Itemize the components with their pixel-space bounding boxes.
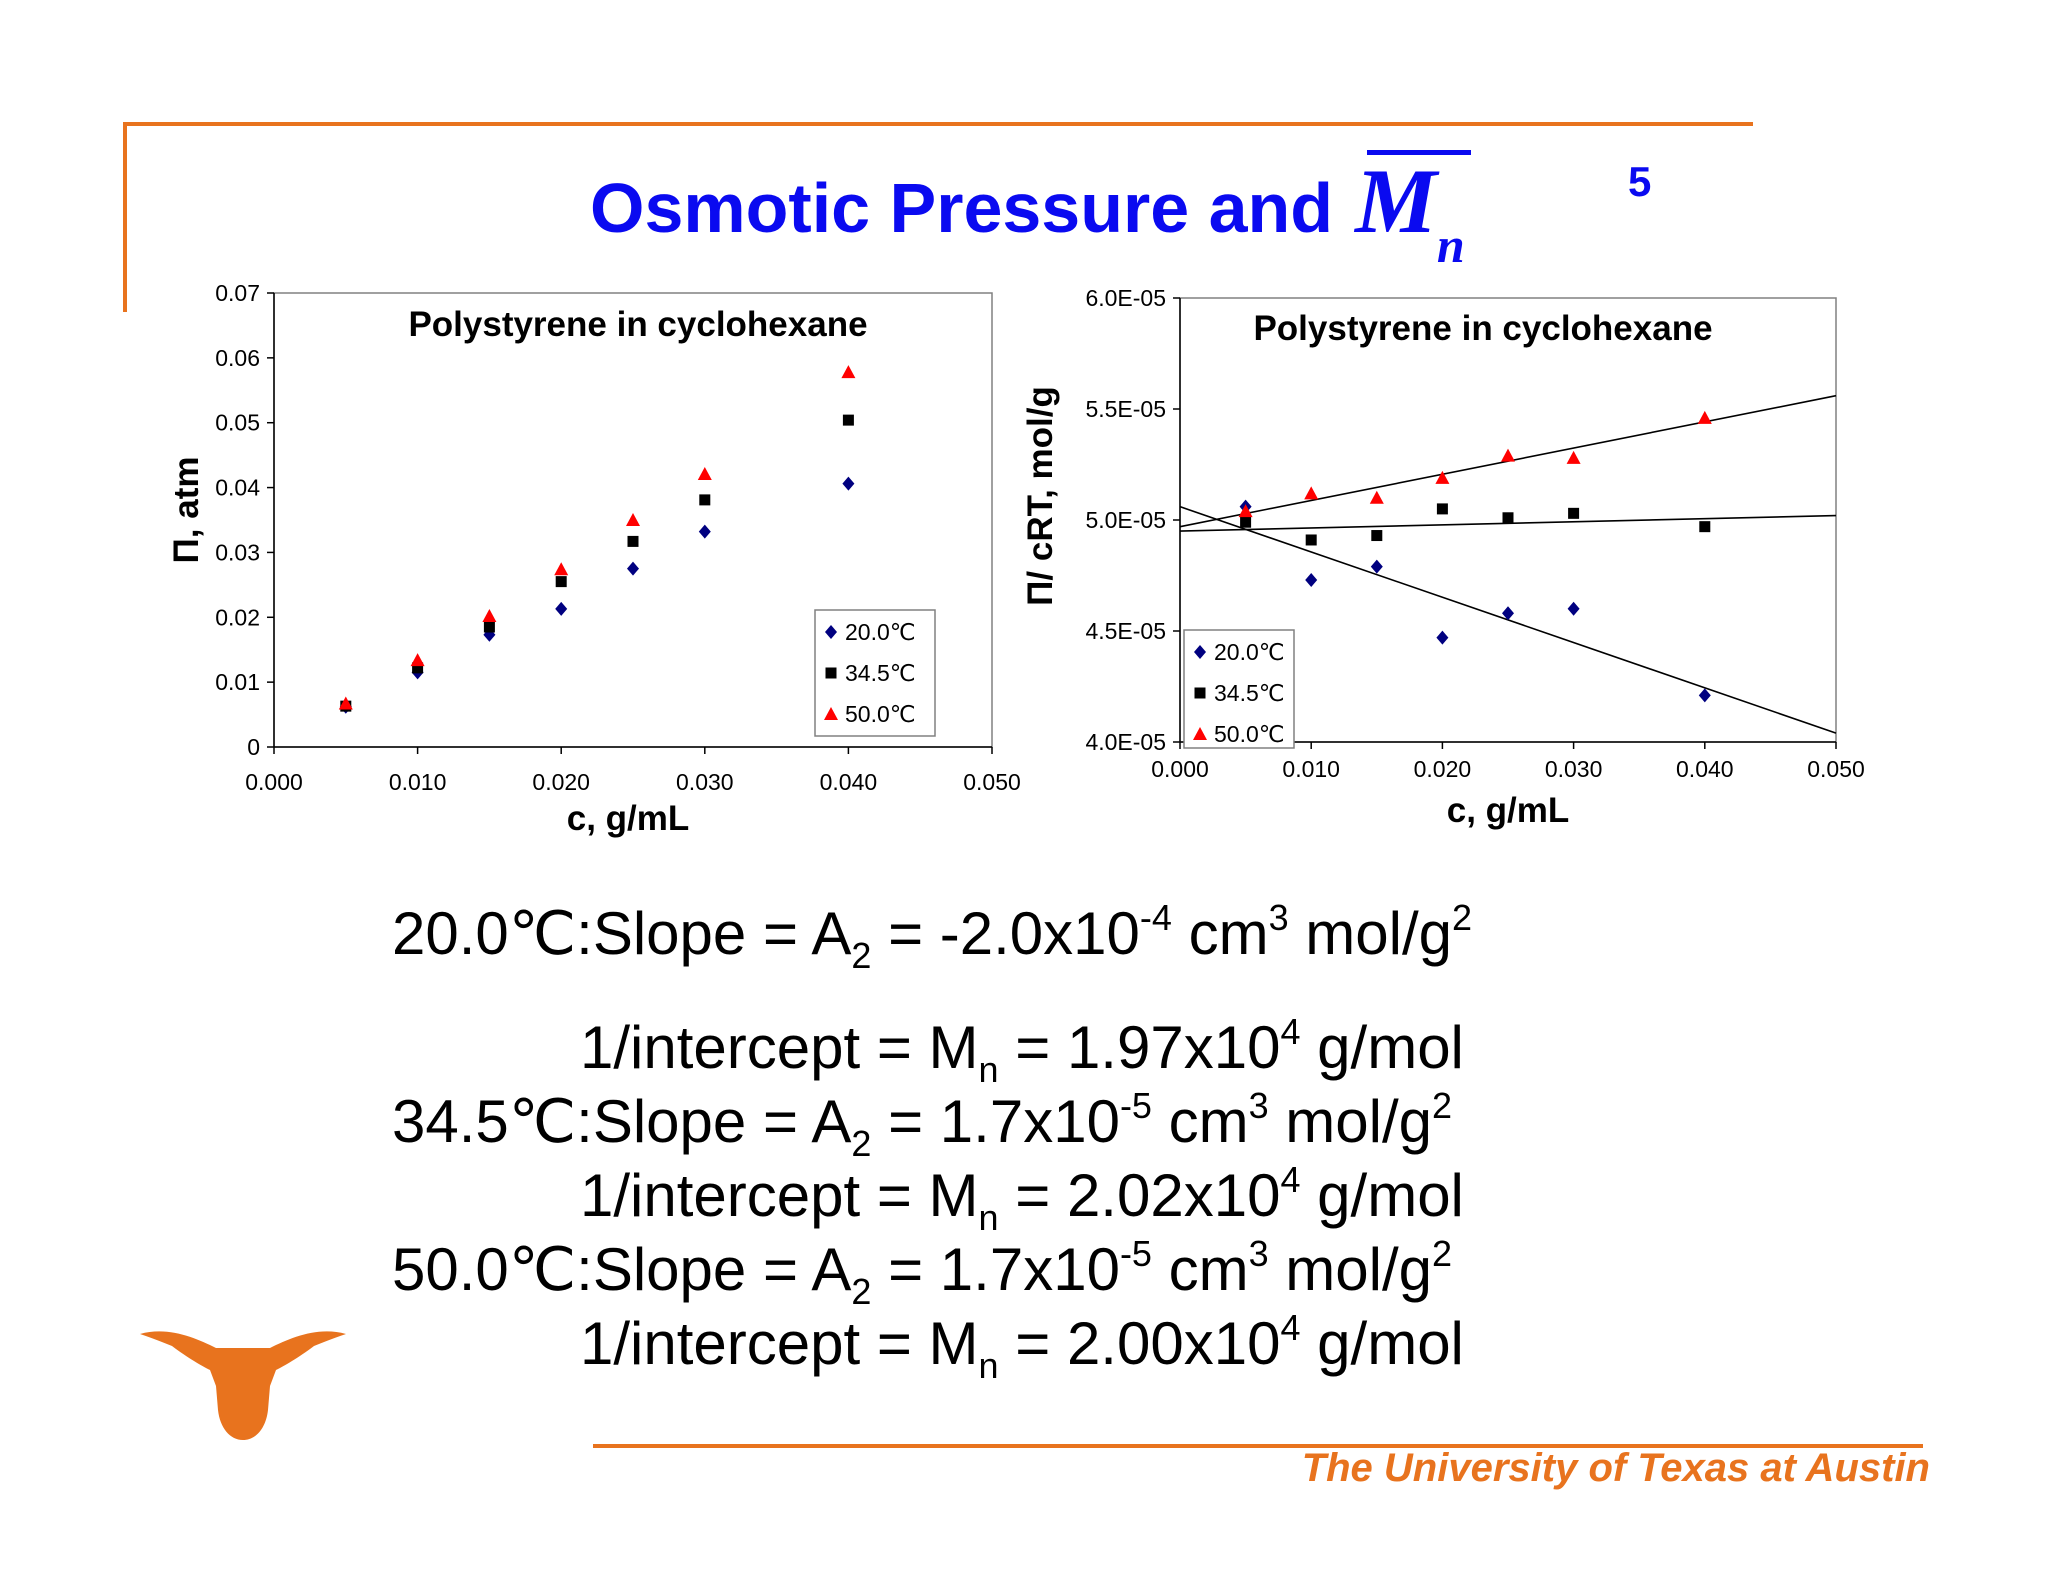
equation-line: 1/intercept = Mn = 1.97x104 g/mol bbox=[580, 1011, 1464, 1090]
y-tick-label: 5.0E-05 bbox=[1085, 507, 1166, 533]
x-tick-label: 0.030 bbox=[676, 769, 734, 795]
x-tick-label: 0.050 bbox=[963, 769, 1021, 795]
data-point bbox=[555, 601, 568, 616]
legend-label: 50.0℃ bbox=[845, 701, 916, 727]
data-point bbox=[842, 476, 855, 491]
data-point bbox=[1369, 490, 1384, 504]
data-point bbox=[627, 561, 639, 576]
legend-marker bbox=[1194, 687, 1206, 699]
data-point bbox=[482, 608, 497, 622]
slide-number: 5 bbox=[1628, 158, 1652, 205]
data-point bbox=[1699, 521, 1711, 533]
x-tick-label: 0.020 bbox=[1414, 756, 1472, 782]
legend-label: 34.5℃ bbox=[845, 660, 916, 686]
y-axis-label: Π, atm bbox=[167, 457, 206, 564]
data-point bbox=[1568, 507, 1580, 519]
y-tick-label: 0.02 bbox=[215, 604, 260, 630]
data-point bbox=[338, 696, 353, 710]
data-point bbox=[698, 524, 711, 539]
data-point bbox=[1698, 688, 1711, 703]
bottom-rule bbox=[593, 1444, 1923, 1448]
chart-title: Polystyrene in cyclohexane bbox=[1253, 309, 1712, 348]
title-symbol: Mn bbox=[1355, 150, 1471, 273]
y-tick-label: 0.05 bbox=[215, 410, 260, 436]
data-point bbox=[410, 653, 425, 667]
data-point bbox=[1436, 503, 1448, 515]
data-point bbox=[1502, 606, 1514, 621]
y-tick-label: 6.0E-05 bbox=[1085, 285, 1166, 311]
y-tick-label: 0.06 bbox=[215, 345, 260, 371]
data-point bbox=[1305, 572, 1318, 587]
legend-label: 34.5℃ bbox=[1214, 680, 1285, 706]
data-point bbox=[1697, 410, 1712, 424]
x-tick-label: 0.000 bbox=[245, 769, 303, 795]
y-tick-label: 0.03 bbox=[215, 539, 260, 565]
data-point bbox=[412, 662, 424, 674]
equation-line: 20.0℃:Slope = A2 = -2.0x10-4 cm3 mol/g2 bbox=[392, 897, 1473, 976]
x-axis-label: c, g/mL bbox=[567, 799, 690, 838]
data-point bbox=[1304, 486, 1319, 500]
data-point bbox=[1567, 601, 1580, 616]
data-point bbox=[841, 365, 856, 379]
fit-line bbox=[1179, 514, 1837, 532]
top-rule bbox=[123, 122, 1753, 126]
y-tick-label: 0.01 bbox=[215, 669, 260, 695]
data-point bbox=[1370, 559, 1383, 574]
data-point bbox=[554, 562, 569, 576]
equation-line: 34.5℃:Slope = A2 = 1.7x10-5 cm3 mol/g2 bbox=[392, 1085, 1453, 1164]
x-tick-label: 0.000 bbox=[1151, 756, 1209, 782]
legend-label: 20.0℃ bbox=[845, 619, 916, 645]
equation-line: 50.0℃:Slope = A2 = 1.7x10-5 cm3 mol/g2 bbox=[392, 1233, 1453, 1312]
y-tick-label: 5.5E-05 bbox=[1085, 396, 1166, 422]
data-point bbox=[1502, 512, 1514, 524]
title-text: Osmotic Pressure and bbox=[590, 169, 1334, 247]
x-tick-label: 0.010 bbox=[1282, 756, 1340, 782]
data-point bbox=[842, 414, 854, 426]
left-rule bbox=[123, 122, 127, 312]
legend-marker bbox=[825, 625, 837, 639]
data-point bbox=[626, 513, 640, 526]
legend-marker bbox=[1194, 645, 1206, 659]
y-tick-label: 0.04 bbox=[215, 475, 260, 501]
data-point bbox=[697, 466, 712, 480]
data-point bbox=[1238, 504, 1253, 518]
x-tick-label: 0.040 bbox=[1676, 756, 1734, 782]
data-point bbox=[1501, 448, 1515, 462]
y-tick-label: 0.07 bbox=[215, 280, 260, 306]
legend-marker bbox=[825, 667, 837, 679]
data-point bbox=[1305, 534, 1317, 546]
chart-title: Polystyrene in cyclohexane bbox=[408, 305, 867, 344]
data-point bbox=[627, 535, 639, 547]
legend-label: 20.0℃ bbox=[1214, 639, 1285, 665]
data-point bbox=[1566, 450, 1581, 464]
x-axis-label: c, g/mL bbox=[1447, 791, 1570, 830]
legend-marker bbox=[824, 707, 838, 720]
slide-title: Osmotic Pressure and Mn bbox=[590, 148, 1790, 273]
x-tick-label: 0.040 bbox=[820, 769, 878, 795]
legend-marker bbox=[1193, 727, 1207, 740]
data-point bbox=[1371, 530, 1383, 542]
footer-university: The University of Texas at Austin bbox=[1301, 1446, 1930, 1490]
data-point bbox=[1436, 630, 1449, 645]
equation-line: 1/intercept = Mn = 2.00x104 g/mol bbox=[580, 1307, 1464, 1386]
y-tick-label: 0 bbox=[247, 734, 260, 760]
longhorn-logo bbox=[140, 1331, 346, 1440]
data-point bbox=[1435, 470, 1450, 484]
legend-label: 50.0℃ bbox=[1214, 721, 1285, 747]
data-point bbox=[1240, 516, 1252, 528]
x-tick-label: 0.030 bbox=[1545, 756, 1603, 782]
y-tick-label: 4.5E-05 bbox=[1085, 618, 1166, 644]
data-point bbox=[555, 576, 567, 588]
data-point bbox=[699, 494, 711, 506]
y-axis-label: Π/ cRT, mol/g bbox=[1021, 386, 1060, 606]
x-tick-label: 0.020 bbox=[532, 769, 590, 795]
equation-line: 1/intercept = Mn = 2.02x104 g/mol bbox=[580, 1159, 1464, 1238]
x-tick-label: 0.010 bbox=[389, 769, 447, 795]
y-tick-label: 4.0E-05 bbox=[1085, 729, 1166, 755]
data-point bbox=[483, 621, 495, 633]
x-tick-label: 0.050 bbox=[1807, 756, 1865, 782]
title-subscript: n bbox=[1436, 217, 1465, 273]
